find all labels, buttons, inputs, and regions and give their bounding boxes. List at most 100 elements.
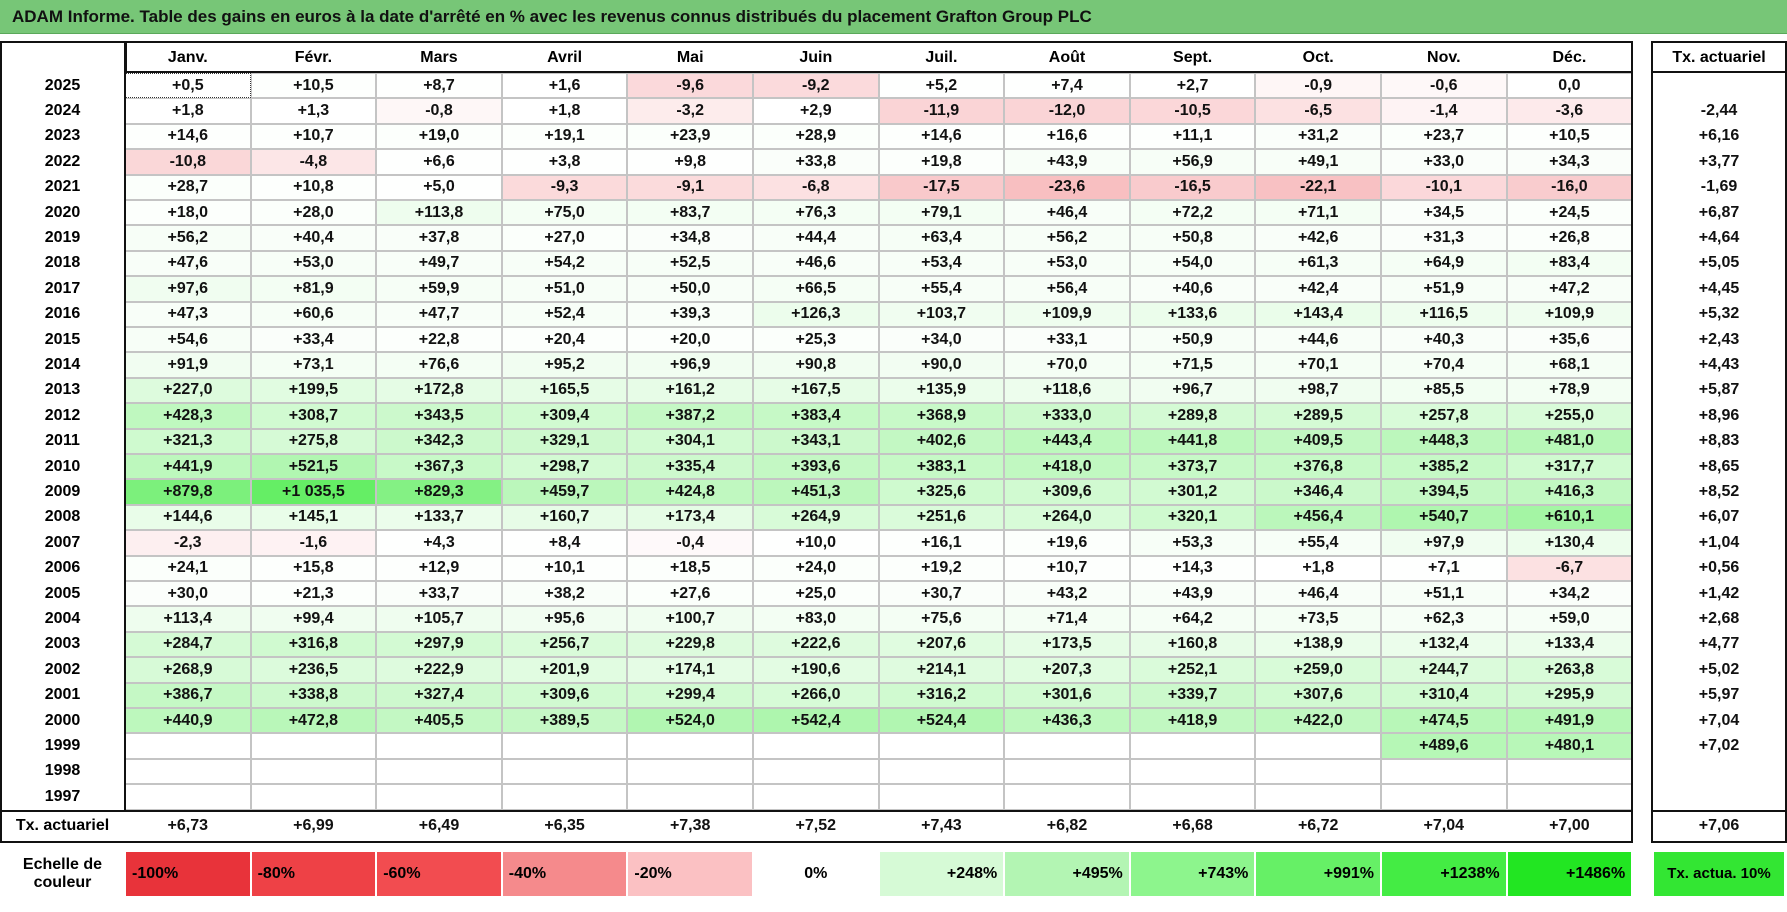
empty-cell (1129, 733, 1256, 759)
value-cell: +33,8 (753, 149, 879, 175)
value-cell: +301,2 (1129, 479, 1256, 505)
value-cell: +339,7 (1129, 682, 1256, 708)
value-cell: +98,7 (1255, 377, 1381, 404)
value-cell: +5,0 (376, 174, 502, 200)
empty-cell (1129, 784, 1256, 810)
footer-tx: +7,06 (1698, 817, 1740, 835)
value-cell: +113,4 (125, 606, 251, 632)
year-label: 2022 (44, 152, 81, 170)
value-cell: +387,2 (627, 403, 753, 429)
value-cell: +373,7 (1129, 454, 1256, 480)
value-cell: +1 035,5 (250, 479, 377, 505)
value-cell: +19,0 (376, 123, 502, 150)
value-cell: +39,3 (627, 301, 753, 327)
value-cell: +24,1 (125, 555, 251, 581)
value-cell: +521,5 (250, 454, 377, 480)
value-cell: +298,7 (501, 454, 628, 480)
value-cell: +10,8 (250, 174, 377, 200)
value-cell: +1,6 (501, 73, 628, 99)
value-cell: +63,4 (878, 225, 1005, 251)
tx-cell: +6,07 (1698, 508, 1740, 526)
tx-cell: +6,16 (1698, 127, 1740, 145)
value-cell: +491,9 (1506, 708, 1633, 734)
value-cell: +8,4 (501, 530, 628, 556)
empty-cell (1506, 784, 1633, 810)
month-header: Mars (420, 48, 458, 66)
value-cell: +51,9 (1381, 276, 1507, 302)
empty-cell (125, 733, 251, 759)
value-cell: +75,6 (878, 606, 1005, 632)
value-cell: +97,6 (125, 276, 251, 302)
value-cell: +229,8 (627, 631, 753, 658)
value-cell: +338,8 (250, 682, 377, 708)
value-cell: +75,0 (501, 200, 628, 226)
empty-cell (376, 784, 502, 810)
value-cell: -0,9 (1255, 73, 1381, 99)
value-cell: +19,6 (1004, 530, 1130, 556)
empty-cell (1004, 784, 1130, 810)
value-cell: +20,0 (627, 327, 753, 353)
value-cell: +172,8 (376, 377, 502, 404)
value-cell: +99,4 (250, 606, 377, 632)
year-label: 2018 (44, 254, 81, 272)
value-cell: +126,3 (753, 301, 879, 327)
legend-swatch: -40% (501, 850, 628, 897)
value-cell: +33,0 (1381, 149, 1507, 175)
footer-cell: +7,04 (1423, 817, 1465, 835)
value-cell: +72,2 (1129, 200, 1256, 226)
footer-cell: +6,49 (418, 817, 460, 835)
value-cell: +35,6 (1506, 327, 1633, 353)
value-cell: +91,9 (125, 352, 251, 378)
value-cell: +161,2 (627, 377, 753, 404)
empty-cell (1004, 758, 1130, 785)
value-cell: +68,1 (1506, 352, 1633, 378)
value-cell: +289,8 (1129, 403, 1256, 429)
value-cell: +53,3 (1129, 530, 1256, 556)
year-label: 2002 (44, 660, 81, 678)
value-cell: +259,0 (1255, 657, 1381, 683)
value-cell: +28,9 (753, 123, 879, 150)
value-cell: +295,9 (1506, 682, 1633, 708)
value-cell: +73,1 (250, 352, 377, 378)
value-cell: +96,7 (1129, 377, 1256, 404)
value-cell: +54,0 (1129, 250, 1256, 277)
value-cell: +46,4 (1004, 200, 1130, 226)
value-cell: +95,2 (501, 352, 628, 378)
value-cell: +10,1 (501, 555, 628, 581)
value-cell: +2,7 (1129, 73, 1256, 99)
value-cell: -2,3 (125, 530, 251, 556)
value-cell: +346,4 (1255, 479, 1381, 505)
value-cell: -1,6 (250, 530, 377, 556)
value-cell: -17,5 (878, 174, 1005, 200)
tx-cell: +4,77 (1698, 635, 1740, 653)
footer-label: Tx. actuariel (15, 817, 110, 835)
value-cell: -10,8 (125, 149, 251, 175)
empty-cell (1653, 73, 1785, 98)
tx-cell: +4,45 (1698, 279, 1740, 297)
year-label: 2009 (44, 483, 81, 501)
value-cell: -10,1 (1381, 174, 1507, 200)
value-cell: -9,2 (753, 73, 879, 99)
value-cell: +829,3 (376, 479, 502, 505)
value-cell: +97,9 (1381, 530, 1507, 556)
empty-cell (1381, 758, 1507, 785)
empty-cell (1506, 758, 1633, 785)
empty-cell (1129, 758, 1256, 785)
value-cell: +133,4 (1506, 631, 1633, 658)
value-cell: +34,8 (627, 225, 753, 251)
value-cell: +342,3 (376, 428, 502, 454)
value-cell: +109,9 (1004, 301, 1130, 327)
value-cell: +257,8 (1381, 403, 1507, 429)
value-cell: +474,5 (1381, 708, 1507, 734)
value-cell: +409,5 (1255, 428, 1381, 454)
value-cell: +53,4 (878, 250, 1005, 277)
value-cell: -9,6 (627, 73, 753, 99)
value-cell: +489,6 (1381, 733, 1507, 759)
value-cell: -23,6 (1004, 174, 1130, 200)
value-cell: +103,7 (878, 301, 1005, 327)
legend-swatch: +495% (1004, 850, 1130, 897)
value-cell: +61,3 (1255, 250, 1381, 277)
value-cell: +481,0 (1506, 428, 1633, 454)
empty-cell (250, 733, 377, 759)
value-cell: +422,0 (1255, 708, 1381, 734)
